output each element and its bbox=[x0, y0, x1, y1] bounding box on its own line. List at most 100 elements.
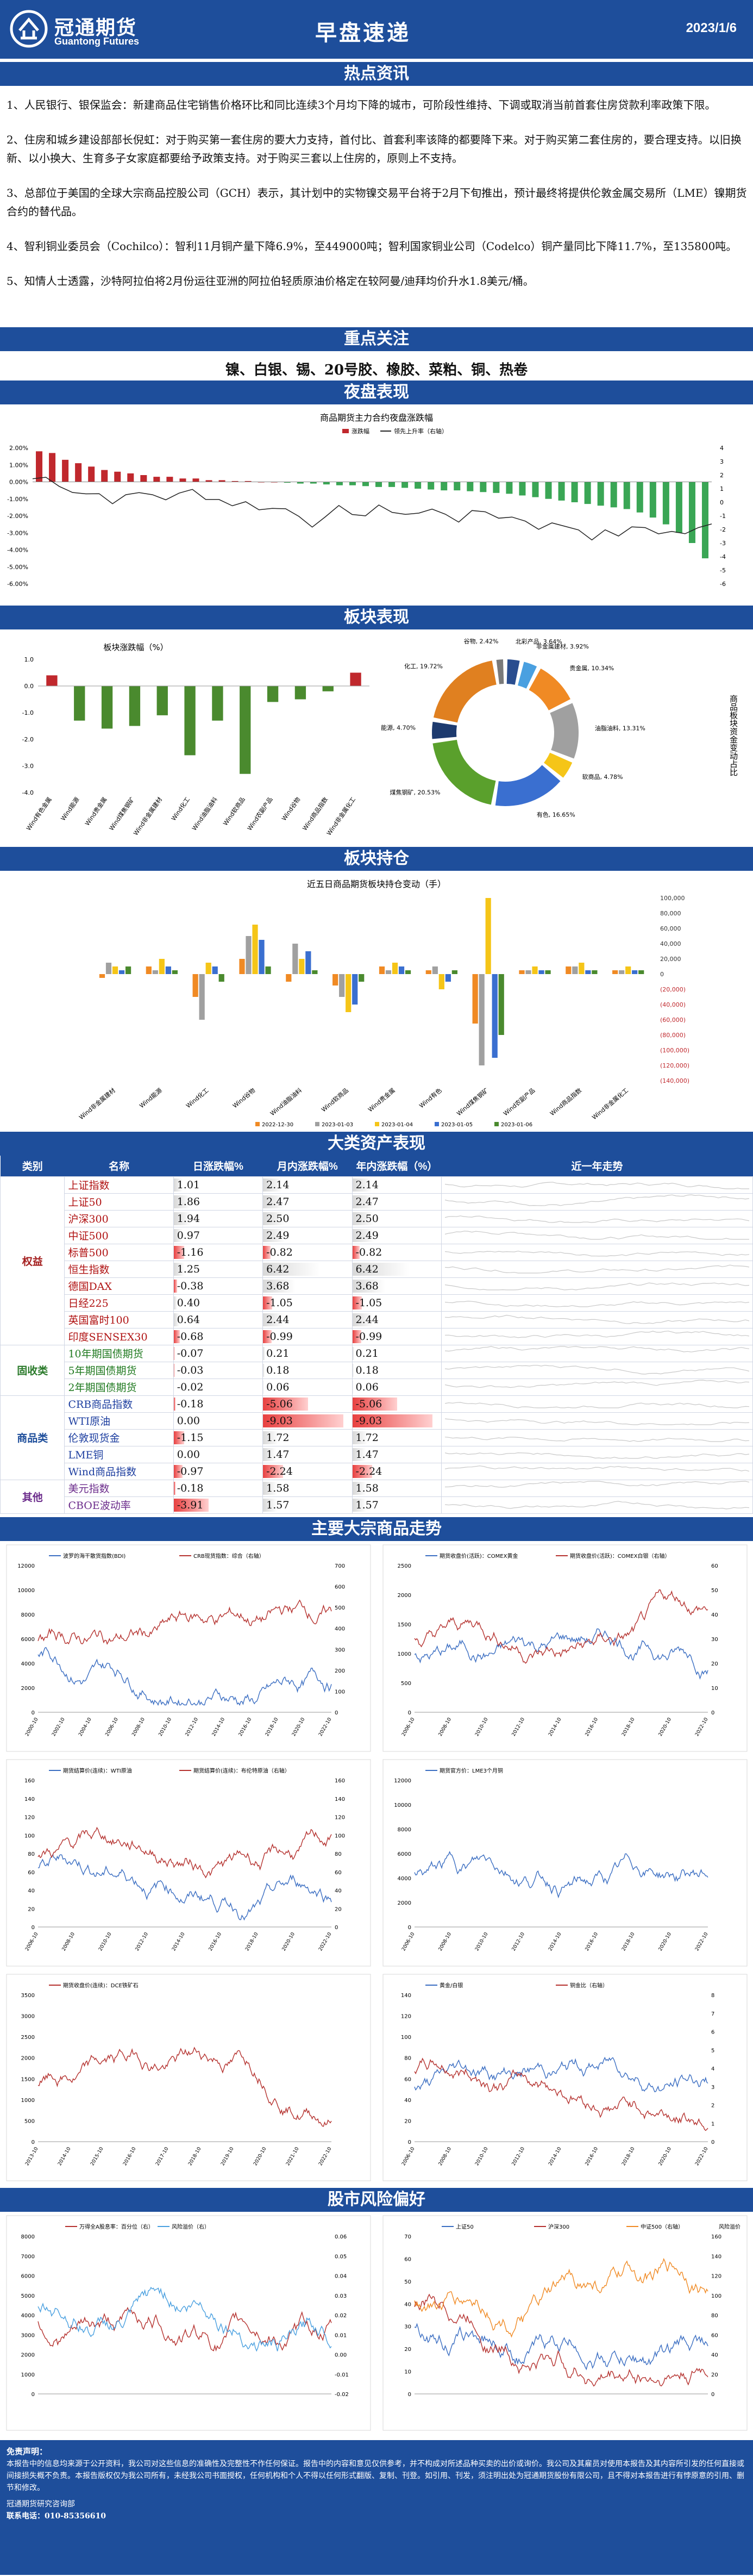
asset-row: 上证50 1.86 2.47 2.47 bbox=[1, 1193, 753, 1211]
asset-name: Wind商品指数 bbox=[64, 1462, 174, 1480]
position-bar bbox=[479, 974, 485, 1065]
position-bar bbox=[246, 936, 252, 974]
y-tick-label-right: -5 bbox=[720, 567, 726, 574]
y-tick-label-right: 140 bbox=[335, 1796, 345, 1802]
value-bar bbox=[352, 1481, 367, 1495]
sparkline bbox=[444, 1452, 750, 1459]
sparkline-path bbox=[444, 1194, 750, 1206]
night-bar bbox=[701, 482, 708, 559]
y-tick-label: 0 bbox=[408, 2140, 411, 2145]
asset-value-y: 1.47 bbox=[352, 1445, 442, 1463]
value-text: 1.86 bbox=[177, 1195, 200, 1208]
disclaimer-footer: 免责声明： 本报告中的信息均来源于公开资料，我公司对这些信息的准确性及完整性不作… bbox=[0, 2440, 753, 2575]
night-chart-panel: 商品期货主力合约夜盘涨跌幅 涨跌幅 领先上升率（右轴） 2.00% 1.00% 0.00%… bbox=[0, 404, 753, 606]
x-tick-label: 2002-10 bbox=[51, 1717, 66, 1737]
col-trend: 近一年走势 bbox=[441, 1156, 753, 1176]
legend-label: 2023-01-06 bbox=[501, 1122, 532, 1128]
night-bar bbox=[88, 466, 95, 482]
asset-category: 权益 bbox=[0, 1176, 65, 1345]
legend-label: 风险溢价（右） bbox=[172, 2223, 210, 2230]
y-tick-label: 0 bbox=[408, 2392, 411, 2398]
y-tick-label: 500 bbox=[401, 1681, 411, 1687]
night-bar bbox=[688, 482, 695, 543]
series-line bbox=[414, 2257, 708, 2338]
sparkline-path bbox=[444, 1418, 750, 1425]
legend-label: 期货官方价：LME3个月铜 bbox=[440, 1767, 503, 1774]
asset-row: 日经225 0.40 -1.05 -1.05 bbox=[1, 1294, 753, 1312]
x-tick-label: Wind有色金属 bbox=[24, 796, 53, 832]
night-bar bbox=[140, 475, 147, 482]
value-text: -0.97 bbox=[177, 1465, 204, 1477]
night-bar bbox=[493, 482, 500, 493]
legend-label: 2023-01-03 bbox=[322, 1122, 353, 1128]
night-bar bbox=[428, 482, 435, 490]
night-bar bbox=[584, 482, 591, 504]
asset-value-m: 2.14 bbox=[262, 1176, 353, 1194]
commodity-chart: 波罗的海干散货指数(BDI) CRB现货指数：综合（右轴）120001000080… bbox=[6, 1544, 371, 1751]
sparkline-cell bbox=[441, 1209, 753, 1227]
value-bar bbox=[263, 1178, 283, 1192]
commodity-chart: 期货官方价：LME3个月铜 12000 10000 8000 6000 4000 2000 0… bbox=[382, 1759, 748, 1966]
risk-charts: 万得全A股息率：百分位（右） 风险溢价（右）8000700060005000400… bbox=[6, 2215, 748, 2430]
value-text: 2.47 bbox=[355, 1195, 379, 1208]
asset-row: CBOE波动率 -3.91 1.57 1.57 bbox=[1, 1496, 753, 1514]
legend-label: 上证50 bbox=[456, 2224, 474, 2230]
pie-slice bbox=[544, 752, 573, 778]
y-tick-label: 8000 bbox=[21, 2234, 35, 2240]
asset-value-m: 1.72 bbox=[262, 1429, 353, 1446]
asset-value-y: 6.42 bbox=[352, 1260, 442, 1278]
contact-phone: 联系电话：010-85356610 bbox=[7, 2511, 106, 2521]
x-tick-label: 2022-10 bbox=[694, 1931, 710, 1952]
y-tick-label: (120,000) bbox=[660, 1062, 689, 1069]
value-bar bbox=[173, 1178, 183, 1192]
asset-value-y: -5.06 bbox=[352, 1395, 442, 1413]
y-tick-label: 2.00% bbox=[9, 445, 28, 452]
y-tick-label-right: 160 bbox=[335, 1778, 345, 1784]
legend-label: 期货结算价(连续)：WTI原油 bbox=[63, 1767, 132, 1774]
asset-row: 固收类 10年期国债期货 -0.07 0.21 0.21 bbox=[0, 1344, 753, 1396]
y-tick-label: 6000 bbox=[21, 1637, 35, 1643]
night-bar bbox=[49, 453, 56, 482]
position-bar bbox=[438, 974, 444, 989]
series-line bbox=[37, 1599, 332, 1645]
y-tick-label: 2000 bbox=[398, 1900, 411, 1906]
y-tick-label-right: 7 bbox=[711, 2011, 714, 2017]
section-focus-title: 重点关注 bbox=[0, 327, 753, 351]
night-bar bbox=[375, 482, 382, 487]
value-text: 1.58 bbox=[355, 1482, 379, 1494]
x-tick-label: 2018-10 bbox=[621, 1931, 636, 1952]
position-bar bbox=[332, 974, 338, 986]
pie-label: 软商品, 4.78% bbox=[582, 773, 623, 781]
sparkline bbox=[444, 1501, 750, 1510]
asset-value-m: 2.44 bbox=[262, 1311, 353, 1328]
x-tick-label: 2018-10 bbox=[265, 1717, 280, 1737]
value-text: 2.49 bbox=[266, 1229, 290, 1242]
chart-frame bbox=[6, 1544, 371, 1751]
value-text: -0.02 bbox=[177, 1381, 204, 1393]
y-tick-label: 20 bbox=[404, 2347, 411, 2353]
y-tick-label-right: -2 bbox=[720, 526, 726, 533]
night-bar bbox=[662, 482, 669, 525]
y-tick-label-right: 2 bbox=[720, 472, 724, 479]
asset-row: 伦敦现货金 -1.15 1.72 1.72 bbox=[1, 1429, 753, 1446]
sparkline-path bbox=[444, 1452, 750, 1459]
sparkline-path bbox=[444, 1182, 749, 1189]
y-tick-label-right: 80 bbox=[711, 2313, 718, 2319]
sector-bar bbox=[350, 672, 361, 686]
legend-swatch bbox=[494, 1122, 499, 1126]
asset-value-m: -5.06 bbox=[262, 1395, 353, 1413]
y-tick-label: 120 bbox=[401, 2013, 411, 2019]
value-text: 0.06 bbox=[266, 1381, 290, 1393]
asset-category: 固收类 bbox=[0, 1344, 65, 1396]
sector-pie-chart: 北彩产品, 3.64%非金属建材, 3.92% 贵金属, 10.34% 油脂油料, … bbox=[381, 637, 738, 818]
asset-value-m: 2.47 bbox=[262, 1193, 353, 1211]
value-bar bbox=[173, 1498, 209, 1512]
y-tick-label-right: 80 bbox=[335, 1851, 342, 1857]
legend-label: 期货收盘价(活跃)：COMEX白银（右轴） bbox=[570, 1552, 670, 1560]
y-tick-label-right: 60 bbox=[335, 1869, 342, 1875]
position-bar bbox=[286, 974, 292, 982]
sparkline-path bbox=[444, 1501, 750, 1510]
y-tick-label-right: 100 bbox=[711, 2293, 721, 2299]
y-tick-label: -5.00% bbox=[7, 564, 28, 571]
asset-name: 英国富时100 bbox=[64, 1311, 174, 1328]
